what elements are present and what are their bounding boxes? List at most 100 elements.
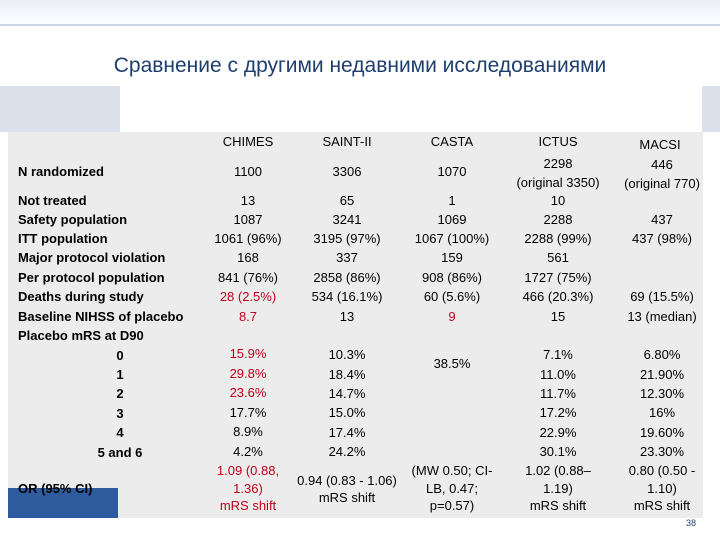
cell-safety-macsi: 437 xyxy=(651,212,673,227)
cell-nihss-casta: 9 xyxy=(448,309,456,324)
mrs-macsi-1: 21.90% xyxy=(639,367,685,382)
col-header-chimes: CHIMES xyxy=(222,134,274,149)
cell-itt-ictus: 2288 (99%) xyxy=(524,231,592,246)
mrs-label-1: 1 xyxy=(116,367,124,382)
or-chimes-line2: 1.36) xyxy=(233,481,263,496)
mrs-label-5-6: 5 and 6 xyxy=(97,445,143,460)
mrs-chimes-4: 8.9% xyxy=(233,424,263,439)
or-ictus-line3: mRS shift xyxy=(529,498,587,513)
or-macsi-line1: 0.80 (0.50 - xyxy=(628,463,696,478)
row-label-major-violation: Major protocol violation xyxy=(18,250,166,265)
mrs-saint-4: 17.4% xyxy=(328,425,366,440)
slide-title: Сравнение с другими недавними исследован… xyxy=(113,54,607,77)
or-saint-line2: mRS shift xyxy=(318,490,376,505)
cell-itt-casta: 1067 (100%) xyxy=(414,231,490,246)
mrs-ictus-3: 17.2% xyxy=(539,405,577,420)
cell-n-ictus: 2298 (original 3350) xyxy=(516,156,600,190)
col-header-casta: CASTA xyxy=(430,134,474,149)
cell-pp-saint: 2858 (86%) xyxy=(313,270,381,285)
row-label-or: OR (95% CI) xyxy=(18,481,93,496)
cell-nihss-macsi: 13 (median) xyxy=(627,309,697,324)
cell-not-treated-chimes: 13 xyxy=(240,193,256,208)
cell-safety-ictus: 2288 xyxy=(543,212,573,227)
page-number: 38 xyxy=(686,518,697,528)
or-saint-line1: 0.94 (0.83 - 1.06) xyxy=(297,473,397,488)
mrs-casta-combined: 38.5% xyxy=(433,356,471,371)
mrs-chimes-1: 29.8% xyxy=(229,366,267,381)
cell-not-treated-saint: 65 xyxy=(339,193,355,208)
cell-violation-chimes: 168 xyxy=(237,250,259,265)
top-divider xyxy=(0,24,720,26)
mrs-ictus-5-6: 30.1% xyxy=(539,444,577,459)
row-label-mrs: Placebo mRS at D90 xyxy=(18,328,144,343)
row-label-not-treated: Not treated xyxy=(18,193,87,208)
mrs-label-0: 0 xyxy=(116,348,124,363)
cell-not-treated-ictus: 10 xyxy=(550,193,566,208)
cell-pp-casta: 908 (86%) xyxy=(422,270,482,285)
decorative-strip-right xyxy=(702,86,720,132)
mrs-saint-1: 18.4% xyxy=(328,367,366,382)
cell-violation-ictus: 561 xyxy=(547,250,569,265)
mrs-macsi-3: 16% xyxy=(648,405,676,420)
or-ictus-line2: 1.19) xyxy=(543,481,573,496)
mrs-macsi-4: 19.60% xyxy=(639,425,685,440)
cell-safety-casta: 1069 xyxy=(437,212,467,227)
row-label-per-protocol: Per protocol population xyxy=(18,270,165,285)
cell-pp-ictus: 1727 (75%) xyxy=(524,270,592,285)
accent-bar xyxy=(8,488,118,518)
row-label-itt: ITT population xyxy=(18,231,108,246)
cell-violation-saint: 337 xyxy=(336,250,358,265)
or-casta-line1: (MW 0.50; CI- xyxy=(411,463,493,478)
or-casta-line3: p=0.57) xyxy=(429,498,475,513)
cell-pp-chimes: 841 (76%) xyxy=(218,270,278,285)
cell-not-treated-casta: 1 xyxy=(448,193,456,208)
cell-deaths-casta: 60 (5.6%) xyxy=(423,289,481,304)
mrs-chimes-3: 17.7% xyxy=(229,405,267,420)
row-label-n-randomized: N randomized xyxy=(18,164,104,179)
cell-itt-chimes: 1061 (96%) xyxy=(214,231,282,246)
or-macsi-line2: 1.10) xyxy=(647,481,677,496)
mrs-ictus-4: 22.9% xyxy=(539,425,577,440)
or-ictus-line1: 1.02 (0.88– xyxy=(525,463,591,478)
mrs-chimes-2: 23.6% xyxy=(229,385,267,400)
cell-n-saint: 3306 xyxy=(332,164,362,179)
comparison-table xyxy=(8,132,703,518)
cell-n-casta: 1070 xyxy=(437,164,467,179)
mrs-macsi-0: 6.80% xyxy=(643,347,681,362)
mrs-saint-5-6: 24.2% xyxy=(328,444,366,459)
cell-nihss-saint: 13 xyxy=(339,309,355,324)
col-header-saint: SAINT-II xyxy=(322,134,372,149)
mrs-saint-3: 15.0% xyxy=(328,405,366,420)
cell-deaths-chimes: 28 (2.5%) xyxy=(219,289,277,304)
cell-deaths-saint: 534 (16.1%) xyxy=(311,289,383,304)
mrs-ictus-1: 11.0% xyxy=(540,367,576,382)
cell-n-chimes: 1100 xyxy=(234,164,262,179)
cell-safety-chimes: 1087 xyxy=(233,212,263,227)
mrs-macsi-2: 12.30% xyxy=(639,386,685,401)
mrs-ictus-2: 11.7% xyxy=(540,386,576,401)
or-chimes-line3: mRS shift xyxy=(219,498,277,513)
top-banner xyxy=(0,0,720,26)
row-label-deaths: Deaths during study xyxy=(18,289,144,304)
decorative-strip-left xyxy=(0,86,120,132)
row-label-nihss: Baseline NIHSS of placebo xyxy=(18,309,184,324)
or-chimes-line1: 1.09 (0.88, xyxy=(216,463,280,478)
row-label-safety: Safety population xyxy=(18,212,128,227)
mrs-saint-2: 14.7% xyxy=(328,386,366,401)
mrs-label-3: 3 xyxy=(116,406,124,421)
mrs-label-2: 2 xyxy=(116,386,124,401)
cell-itt-macsi: 437 (98%) xyxy=(632,231,692,246)
cell-deaths-macsi: 69 (15.5%) xyxy=(630,289,694,304)
cell-nihss-chimes: 8.7 xyxy=(238,309,258,324)
cell-safety-saint: 3241 xyxy=(332,212,362,227)
mrs-macsi-5-6: 23.30% xyxy=(639,444,685,459)
or-casta-line2: LB, 0.47; xyxy=(425,481,479,496)
mrs-label-4: 4 xyxy=(116,425,124,440)
mrs-chimes-5-6: 4.2% xyxy=(233,444,263,459)
cell-itt-saint: 3195 (97%) xyxy=(313,231,381,246)
cell-n-macsi: 446 (original 770) xyxy=(624,157,700,191)
col-header-macsi: MACSI xyxy=(639,137,681,152)
cell-violation-casta: 159 xyxy=(441,250,463,265)
cell-nihss-ictus: 15 xyxy=(550,309,566,324)
col-header-ictus: ICTUS xyxy=(538,134,578,149)
